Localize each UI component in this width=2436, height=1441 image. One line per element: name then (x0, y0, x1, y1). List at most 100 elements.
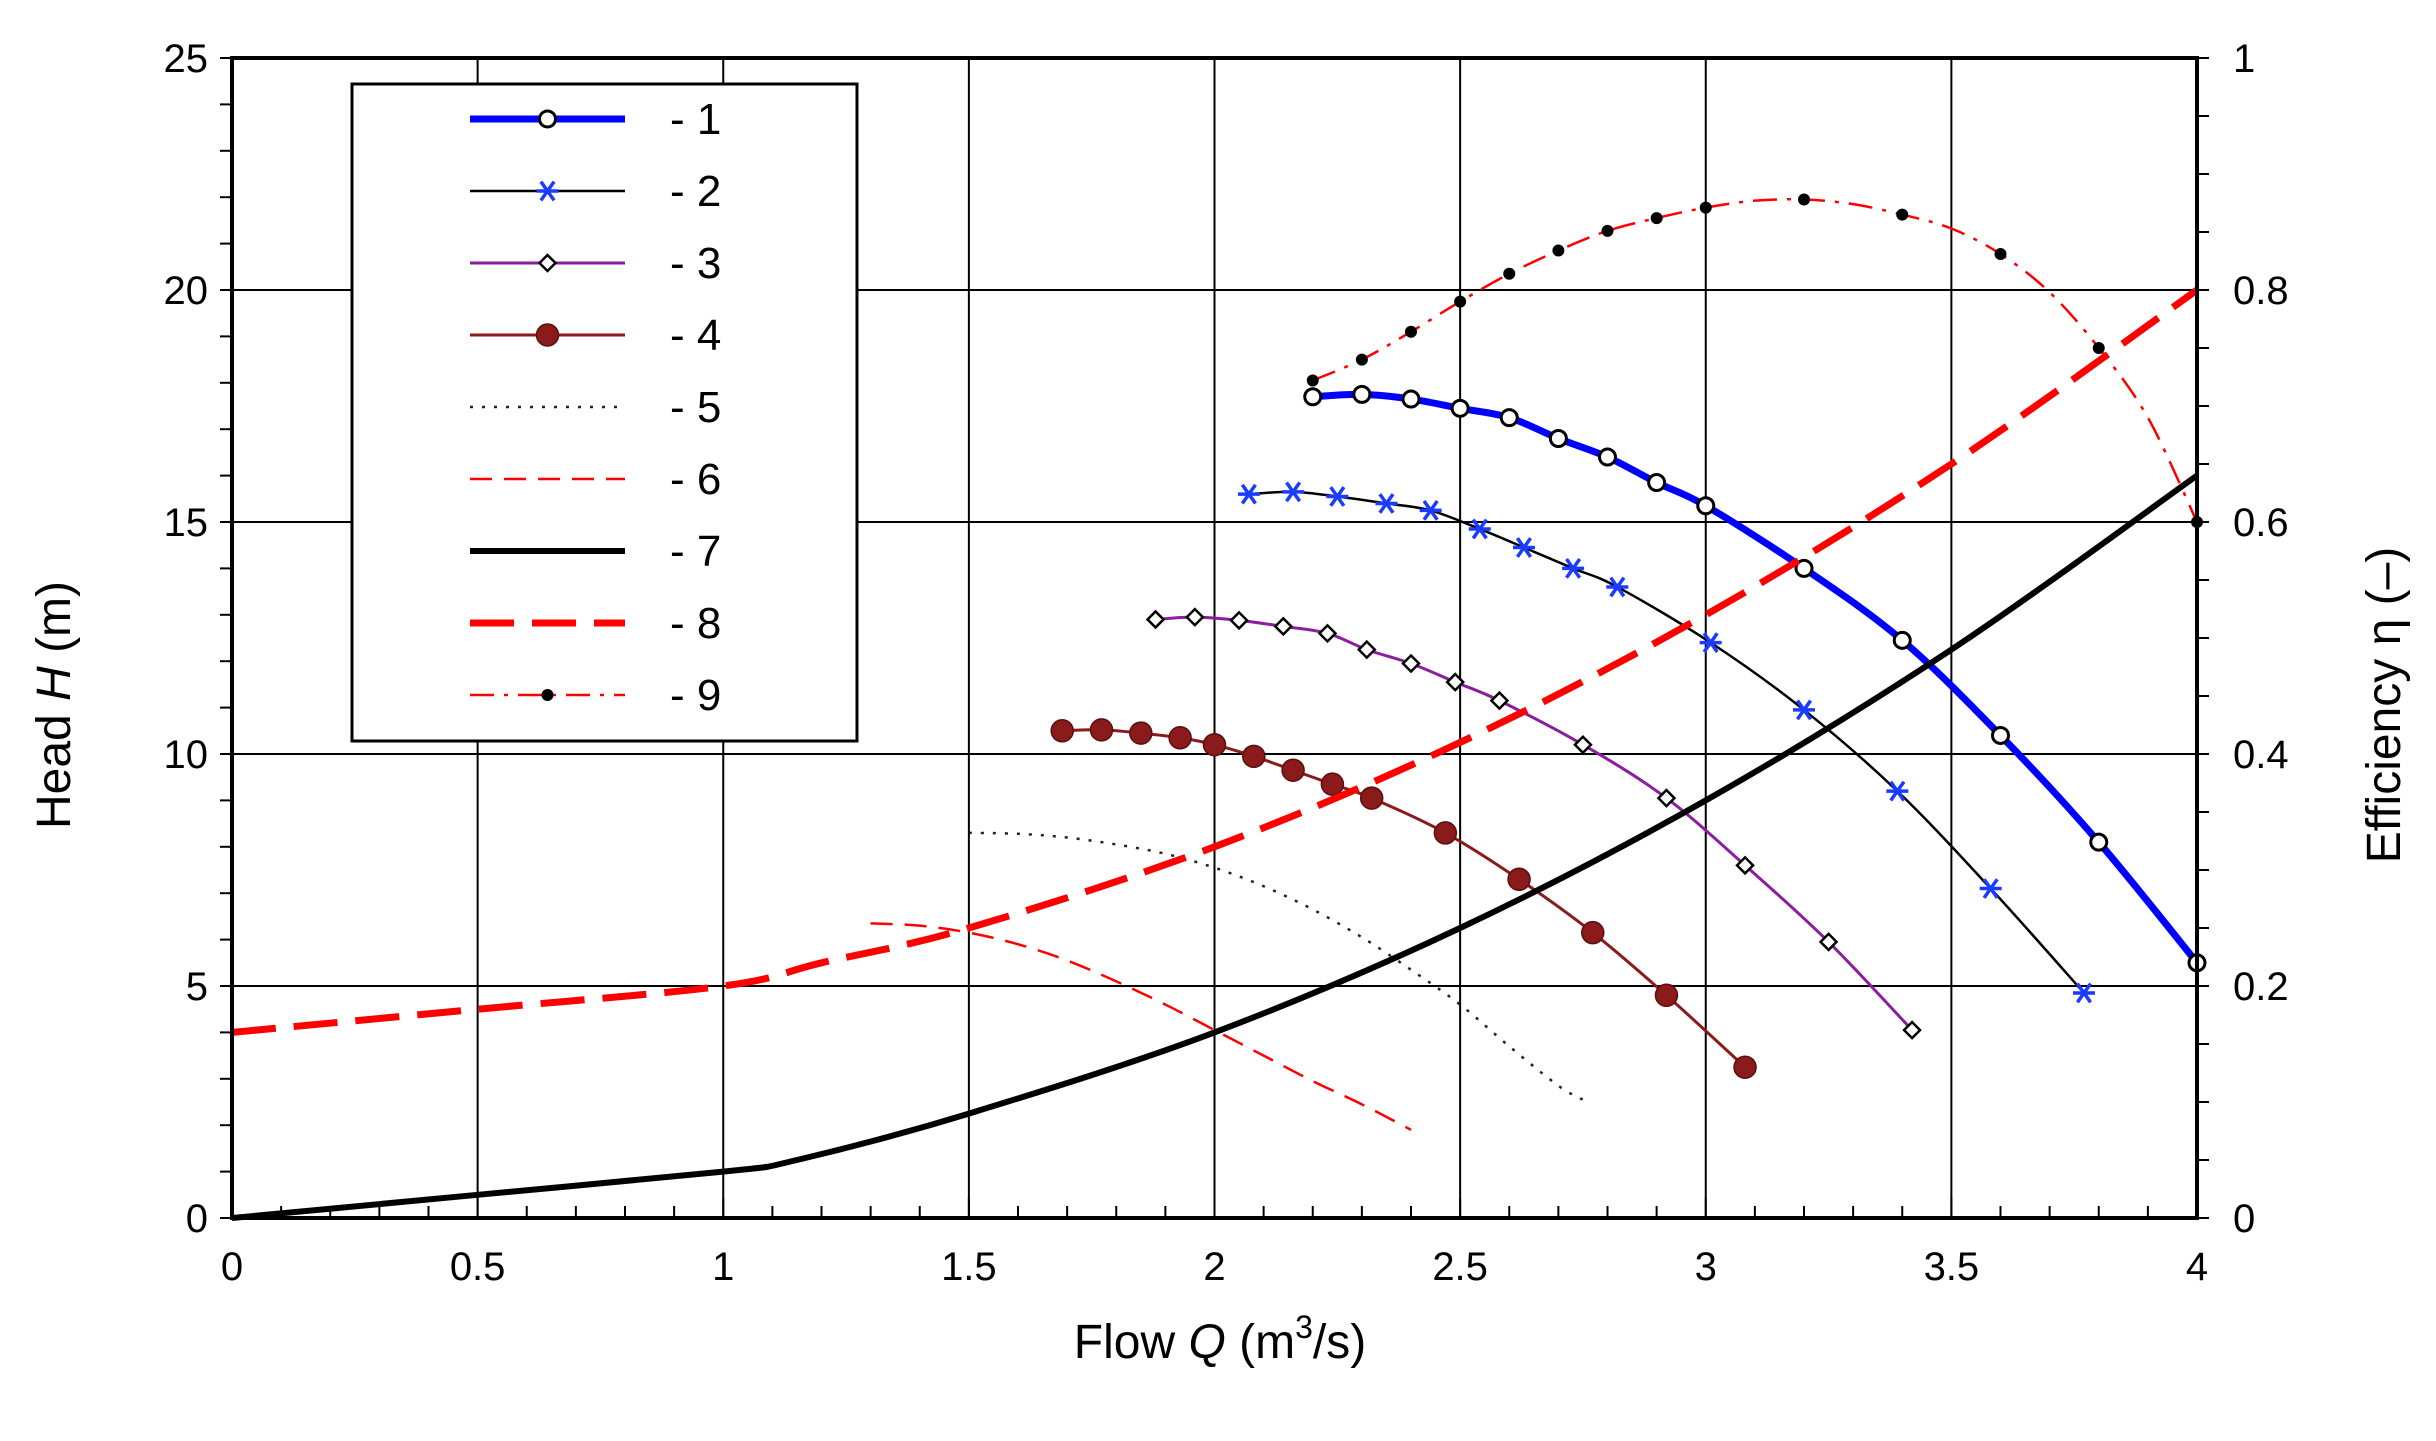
asterisk-stroke (1565, 558, 1582, 579)
x-tick-label: 0 (221, 1245, 243, 1289)
series-3-point (1573, 734, 1593, 755)
series-9-point (1503, 267, 1516, 280)
legend-label: - 2 (670, 167, 721, 216)
asterisk-stroke (1285, 481, 1302, 503)
series-8 (231, 287, 2200, 1036)
legend-label: - 4 (670, 311, 721, 360)
series-9-point (1798, 193, 1810, 206)
series-2-point (1468, 518, 1491, 540)
series-4-point (1320, 772, 1345, 796)
series-4-point (1507, 867, 1531, 892)
tick-labels: 0 0.5 1 1.5 2 2.5 3 3.5 4051015202500.20.40.60.8… (164, 37, 2289, 1289)
series-3-point (1317, 623, 1338, 644)
series-3-point (1229, 610, 1249, 631)
y-tick-label: 25 (164, 37, 209, 81)
series-9 (1306, 193, 2203, 528)
legend-label: - 8 (670, 599, 721, 648)
y-axis-title-unit: (m) (28, 581, 81, 666)
series-4 (1050, 718, 1757, 1079)
series-4-point (1168, 726, 1192, 750)
series-3-point (1818, 932, 1839, 952)
series-9-point (1355, 353, 1368, 366)
legend-label: - 3 (670, 239, 721, 288)
series-1-point (1991, 725, 2010, 745)
y-tick-label: 0 (186, 1197, 208, 1241)
series-2-point (1512, 537, 1535, 558)
series-4-point (1433, 821, 1458, 845)
series-1-point (1352, 384, 1372, 404)
series-2-point (1606, 576, 1629, 598)
legend-swatch-marker (535, 323, 560, 347)
series-4-point (1359, 786, 1384, 810)
y-axis-title-prefix: Head (28, 701, 81, 829)
series-5-line (968, 831, 1584, 1101)
x-tick-label: 4 (2186, 1245, 2208, 1289)
legend: - 1 - 2 - 3 - 4 - 5 - 6 - 7 - 8 - 9 (350, 82, 859, 743)
series-4-point (1089, 718, 1114, 742)
series-4-point (1129, 721, 1153, 745)
series-9-point (1454, 295, 1467, 308)
y-tick-label: 20 (164, 269, 209, 313)
series-1-point (1499, 408, 1519, 428)
series-9-point (1601, 224, 1614, 237)
series-2-point (1282, 481, 1305, 503)
legend-item-5: - 5 (470, 383, 721, 432)
series-layer (231, 193, 2207, 1221)
legend-item-6: - 6 (470, 455, 721, 504)
y-axis-title: Head H (m) (28, 581, 81, 829)
legend-item-3: - 3 (470, 239, 721, 288)
series-3-point (1735, 855, 1755, 876)
series-2-point (1237, 483, 1260, 505)
x-tick-label: 2 (1203, 1245, 1225, 1289)
x-axis-title: Flow Q (m3/s) (1074, 1309, 1366, 1369)
asterisk-stroke (1982, 878, 1999, 899)
series-3-point (1401, 653, 1421, 674)
asterisk-stroke (1471, 518, 1488, 540)
legend-swatch-marker (538, 109, 557, 129)
series-9-point (1699, 201, 1712, 214)
asterisk-stroke (1329, 486, 1346, 507)
y2-tick-label: 0.4 (2233, 733, 2289, 777)
legend-label: - 1 (670, 95, 721, 144)
legend-item-8: - 8 (470, 599, 721, 648)
series-3-point (1489, 690, 1510, 711)
legend-label: - 7 (670, 527, 721, 576)
legend-label: - 6 (670, 455, 721, 504)
series-4-point (1581, 920, 1605, 945)
legend-swatch-marker (536, 180, 559, 202)
series-4-point (1733, 1055, 1757, 1079)
asterisk-stroke (1889, 780, 1906, 802)
series-1-point (2089, 832, 2109, 852)
legend-items: - 1 - 2 - 3 - 4 - 5 - 6 - 7 - 8 - 9 (470, 95, 721, 720)
asterisk-stroke (1378, 493, 1395, 514)
series-3-point (1445, 672, 1465, 692)
asterisk-stroke (1422, 500, 1439, 521)
series-3-point (1656, 788, 1677, 808)
series-7 (231, 473, 2199, 1221)
series-5 (968, 831, 1584, 1101)
series-2-point (1699, 632, 1722, 653)
axes (220, 56, 2209, 1220)
series-1-point (1647, 473, 1667, 493)
series-1-point (1548, 428, 1568, 448)
series-3-point (1145, 609, 1166, 630)
series-4-point (1654, 983, 1679, 1008)
legend-label: - 9 (670, 671, 721, 720)
series-8-line (231, 287, 2200, 1036)
series-4-point (1242, 744, 1266, 769)
series-2-point (1375, 493, 1398, 514)
legend-swatch-marker (541, 689, 554, 701)
x-axis-title-unit: (m (1226, 1316, 1295, 1369)
series-7-line (231, 473, 2199, 1221)
y2-tick-label: 0.2 (2233, 965, 2289, 1009)
legend-item-2: - 2 (470, 167, 721, 216)
series-9-point (1650, 212, 1663, 225)
series-6 (870, 922, 1412, 1131)
series-1-point (1598, 447, 1617, 467)
series-9-point (2092, 342, 2105, 354)
series-9-point (1306, 374, 1319, 387)
series-9-point (1552, 244, 1565, 257)
legend-box (350, 82, 859, 743)
y-tick-label: 15 (164, 501, 209, 545)
